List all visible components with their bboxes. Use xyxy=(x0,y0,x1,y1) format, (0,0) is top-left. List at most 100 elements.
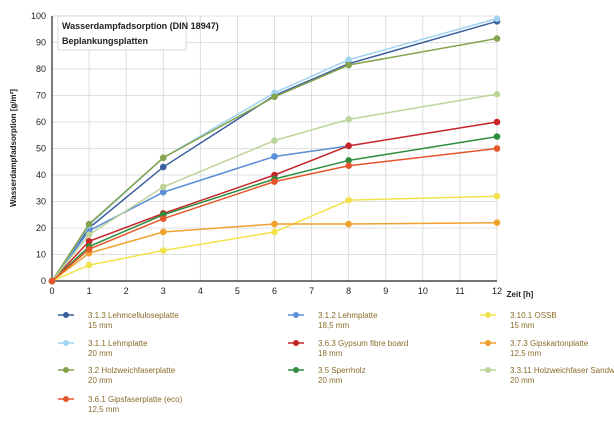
y-tick-label: 20 xyxy=(36,223,46,233)
data-point xyxy=(85,231,93,238)
data-point xyxy=(493,35,501,42)
data-point xyxy=(271,220,278,228)
y-tick-label: 30 xyxy=(36,197,46,207)
legend-label: 3.2 Holzweichfaserplatte xyxy=(88,366,176,375)
legend-swatch-dot xyxy=(63,340,69,346)
legend-thickness: 12,5 mm xyxy=(510,349,541,358)
legend-swatch-dot xyxy=(63,396,69,402)
data-point xyxy=(271,93,278,101)
data-point xyxy=(85,237,93,245)
x-tick-label: 1 xyxy=(87,286,92,296)
series-line xyxy=(51,195,498,282)
legend-label: 3.10.1 OSSB xyxy=(510,311,557,320)
legend-swatch-dot xyxy=(293,340,299,346)
legend-label: 3.5 Sperrholz xyxy=(318,366,366,375)
y-axis-title: Wasserdampfadsorption [g/m²] xyxy=(9,89,18,207)
title-box-frame xyxy=(57,15,187,51)
legend-label: 3.3.11 Holzweichfaser Sandwichplatte xyxy=(510,366,614,375)
title-box: Wasserdampfadsorption (DIN 18947) Beplan… xyxy=(57,15,219,51)
data-point xyxy=(159,228,167,236)
x-tick-label: 3 xyxy=(161,286,166,296)
data-point xyxy=(493,118,501,126)
series-3.6.1 xyxy=(48,145,501,285)
series xyxy=(48,15,501,285)
data-point xyxy=(85,245,93,253)
data-point xyxy=(159,247,167,254)
legend-swatch-dot xyxy=(485,312,491,318)
y-tick-label: 80 xyxy=(36,64,46,74)
data-point xyxy=(271,228,278,236)
series-line xyxy=(51,37,498,282)
legend-thickness: 18 mm xyxy=(318,349,343,358)
data-point xyxy=(345,196,352,204)
legend-item: 3.3.11 Holzweichfaser Sandwichplatte20 m… xyxy=(480,366,614,385)
y-tick-label: 100 xyxy=(31,11,46,21)
data-point xyxy=(85,220,93,228)
legend-thickness: 18,5 mm xyxy=(318,321,349,330)
axes xyxy=(51,16,497,282)
legend-swatch-dot xyxy=(293,312,299,318)
chart-title: Wasserdampfadsorption (DIN 18947) xyxy=(62,21,219,31)
legend-swatch-dot xyxy=(63,367,69,373)
y-tick-label: 60 xyxy=(36,117,46,127)
x-tick-label: 11 xyxy=(455,286,464,296)
x-tick-label: 8 xyxy=(346,286,351,296)
legend-label: 3.6.1 Gipsfaserplatte (eco) xyxy=(88,395,183,404)
y-tick-label: 50 xyxy=(36,144,46,154)
data-point xyxy=(159,215,167,223)
data-point xyxy=(345,220,352,228)
data-point xyxy=(48,277,56,285)
x-tick-label: 4 xyxy=(198,286,203,296)
series-line xyxy=(51,221,498,282)
y-tick-label: 0 xyxy=(41,276,46,286)
chart-subtitle: Beplankungsplatten xyxy=(62,36,148,46)
legend-thickness: 15 mm xyxy=(88,321,113,330)
data-point xyxy=(493,15,501,22)
x-tick-label: 0 xyxy=(49,286,54,296)
data-point xyxy=(345,56,352,64)
data-point xyxy=(271,153,278,160)
legend-swatch-dot xyxy=(63,312,69,318)
legend-swatch-dot xyxy=(293,367,299,373)
data-point xyxy=(345,116,352,123)
x-tick-label: 2 xyxy=(124,286,129,296)
y-tick-label: 70 xyxy=(36,91,46,101)
legend-label: 3.1.2 Lehmplatte xyxy=(318,311,378,320)
data-point xyxy=(159,163,167,171)
x-tick-label: 5 xyxy=(235,286,240,296)
x-tick-label: 7 xyxy=(309,286,314,296)
data-point xyxy=(493,145,501,152)
legend-thickness: 20 mm xyxy=(88,376,113,385)
legend-label: 3.1.3 Lehmcelluloseplatte xyxy=(88,311,179,320)
x-tick-label: 10 xyxy=(418,286,428,296)
data-point xyxy=(345,157,352,164)
series-line xyxy=(51,20,498,282)
data-point xyxy=(493,90,501,98)
legend-label: 3.6.3 Gypsum fibre board xyxy=(318,339,408,348)
x-axis-title: Zeit [h] xyxy=(507,290,534,299)
data-point xyxy=(85,261,93,269)
data-point xyxy=(493,133,501,140)
data-point xyxy=(159,183,167,191)
legend-thickness: 15 mm xyxy=(510,321,535,330)
series-line xyxy=(51,93,498,282)
legend-thickness: 20 mm xyxy=(510,376,535,385)
series-line xyxy=(51,147,498,282)
legend-label: 3.7.3 Gipskartonplatte xyxy=(510,339,589,348)
data-point xyxy=(493,192,501,200)
legend-label: 3.1.1 Lehmplatte xyxy=(88,339,148,348)
legend-swatch-dot xyxy=(485,340,491,346)
legend-thickness: 20 mm xyxy=(318,376,343,385)
x-tick-label: 9 xyxy=(383,286,388,296)
series-line xyxy=(51,121,498,282)
data-point xyxy=(159,154,167,162)
y-tick-label: 10 xyxy=(36,250,46,260)
